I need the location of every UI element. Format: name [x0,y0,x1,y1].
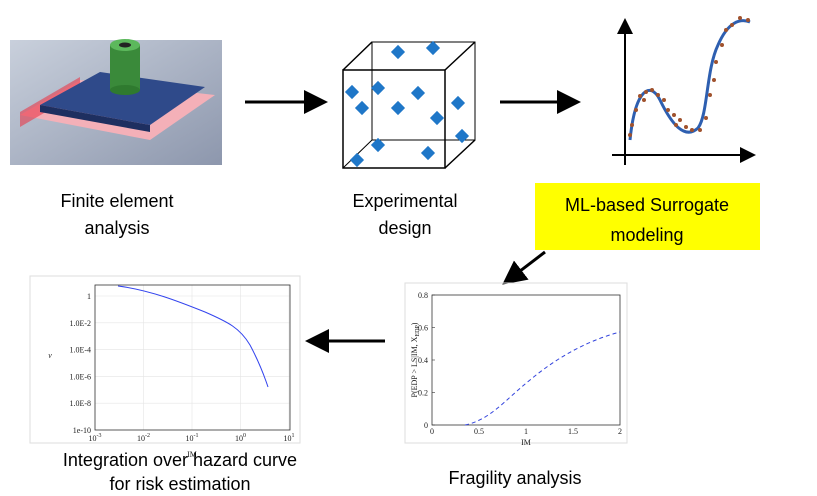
sample-point [630,123,634,127]
y-tick-label: 1.0E-2 [69,319,91,328]
sample-point [684,125,688,129]
sample-point [662,98,666,102]
sample-point [666,108,670,112]
fe-image [10,39,222,165]
x-tick-label: 0 [430,427,434,436]
design-point [345,85,359,99]
sample-point [642,98,646,102]
tick-base: 10 [89,434,97,443]
tick-exponent: -2 [145,433,150,439]
design-point [421,146,435,160]
design-point [371,81,385,95]
sample-point [714,60,718,64]
sample-point [738,16,742,20]
y-tick-label: 1.0E-6 [69,372,91,381]
tick-exponent: 0 [243,433,246,439]
tick-base: 10 [186,434,194,443]
step-label: Finite element [60,191,173,211]
x-tick-label: 1.5 [568,427,578,436]
sample-point [730,23,734,27]
design-point [391,45,405,59]
sample-point [672,113,676,117]
x-tick-label: 10-3 [89,433,102,443]
sample-point [656,93,660,97]
x-tick-label: 0.5 [474,427,484,436]
design-point [426,41,440,55]
y-tick-label: 0.2 [418,389,428,398]
sample-point [704,116,708,120]
design-point [430,111,444,125]
sample-point [746,18,750,22]
sample-point [644,90,648,94]
design-point [355,101,369,115]
x-axis-label: IM [521,438,531,447]
x-tick-label: 101 [284,433,295,443]
design-point [411,86,425,100]
step-label: ML-based Surrogate [565,195,729,215]
sample-point [650,88,654,92]
step-label: Fragility analysis [448,468,581,488]
tick-base: 10 [284,434,292,443]
y-axis-label: ν [48,351,52,360]
y-tick-label: 1.0E-8 [69,399,91,408]
y-tick-label: 0.6 [418,324,428,333]
surrogate-plot [612,16,752,165]
sample-point [678,118,682,122]
step-label: modeling [610,225,683,245]
sample-point [724,28,728,32]
sample-point [690,128,694,132]
x-tick-label: 100 [235,433,246,443]
design-point [391,101,405,115]
step-label: Experimental [352,191,457,211]
y-tick-label: 0 [424,421,428,430]
sample-point [712,78,716,82]
y-tick-label: 1.0E-4 [69,346,91,355]
x-tick-label: 1 [524,427,528,436]
fragility-plot: P(EDP > LS|IM, XEDP) IM [405,283,627,447]
x-tick-label: 10-2 [137,433,150,443]
sample-point [720,43,724,47]
tick-exponent: -3 [97,433,102,439]
x-tick-label: 2 [618,427,622,436]
sample-point [638,94,642,98]
sample-point [634,108,638,112]
hazard-plot: ν IM [30,276,300,459]
diagram: P(EDP > LS|IM, XEDP) IM ν IM Finite elem… [0,0,817,496]
sample-point [628,133,632,137]
sample-point [674,123,678,127]
step-label: analysis [84,218,149,238]
design-point [350,153,364,167]
design-point [455,129,469,143]
tick-base: 10 [137,434,145,443]
step-label: design [378,218,431,238]
sample-point [708,93,712,97]
arrow [507,252,545,281]
tick-base: 10 [235,434,243,443]
x-tick-label: 10-1 [186,433,199,443]
tick-exponent: -1 [194,433,199,439]
step-label: Integration over hazard curve [63,450,297,470]
y-tick-label: 1 [87,292,91,301]
step-label: for risk estimation [109,474,250,494]
design-point [451,96,465,110]
tick-exponent: 1 [292,433,295,439]
y-tick-label: 0.8 [418,291,428,300]
y-tick-label: 0.4 [418,356,428,365]
sample-point [698,128,702,132]
